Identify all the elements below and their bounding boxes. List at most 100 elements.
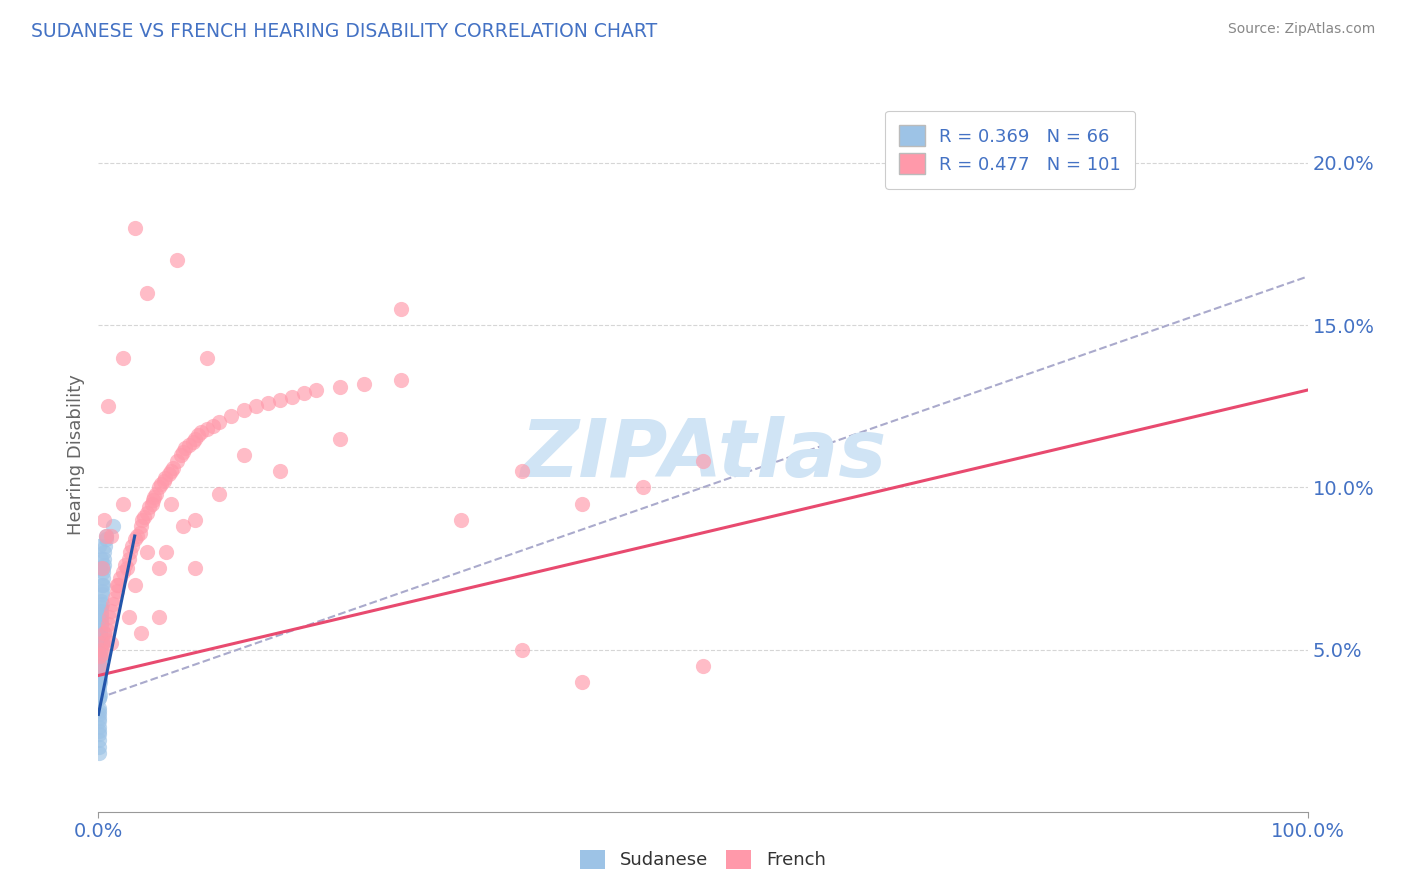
Point [195, 351, 218, 365]
Point [97, 616, 120, 631]
Text: Source: ZipAtlas.com: Source: ZipAtlas.com [1227, 22, 1375, 37]
Point [181, 434, 204, 449]
Point [152, 474, 174, 488]
Point [190, 425, 212, 440]
Point [135, 506, 157, 520]
Point [87, 733, 110, 747]
Point [269, 392, 291, 407]
Point [87, 691, 110, 706]
Point [145, 487, 167, 501]
Point [155, 545, 177, 559]
Point [148, 610, 170, 624]
Point [90, 551, 112, 566]
Point [89, 648, 111, 663]
Legend: R = 0.369   N = 66, R = 0.477   N = 101: R = 0.369 N = 66, R = 0.477 N = 101 [884, 111, 1135, 188]
Point [202, 418, 225, 433]
Point [91, 636, 114, 650]
Point [184, 561, 207, 575]
Point [692, 454, 714, 468]
Point [87, 648, 110, 663]
Point [153, 470, 176, 484]
Point [187, 428, 209, 442]
Point [160, 497, 183, 511]
Point [118, 610, 141, 624]
Point [87, 747, 110, 761]
Point [108, 571, 131, 585]
Point [96, 529, 118, 543]
Point [91, 561, 114, 575]
Point [91, 636, 114, 650]
Point [162, 461, 184, 475]
Point [389, 301, 412, 316]
Point [571, 675, 593, 690]
Point [89, 656, 111, 670]
Point [90, 616, 112, 631]
Point [87, 714, 110, 728]
Point [111, 351, 134, 365]
Point [118, 551, 141, 566]
Point [117, 561, 139, 575]
Point [87, 707, 110, 722]
Point [245, 399, 267, 413]
Point [89, 668, 111, 682]
Point [124, 577, 146, 591]
Point [100, 604, 122, 618]
Point [142, 493, 165, 508]
Point [281, 390, 304, 404]
Point [89, 636, 111, 650]
Point [87, 701, 110, 715]
Point [138, 500, 160, 514]
Point [89, 658, 111, 673]
Point [129, 519, 152, 533]
Point [179, 438, 201, 452]
Point [87, 704, 110, 718]
Point [131, 513, 153, 527]
Point [232, 448, 254, 462]
Point [89, 675, 111, 690]
Point [631, 480, 654, 494]
Point [111, 565, 134, 579]
Point [91, 636, 114, 650]
Point [571, 497, 593, 511]
Point [166, 253, 188, 268]
Point [121, 539, 143, 553]
Point [89, 672, 111, 686]
Point [89, 711, 111, 725]
Point [353, 376, 375, 391]
Point [91, 565, 114, 579]
Point [141, 497, 163, 511]
Point [94, 533, 117, 547]
Point [124, 220, 146, 235]
Point [89, 675, 111, 690]
Point [87, 720, 110, 734]
Point [510, 464, 533, 478]
Point [143, 490, 166, 504]
Point [148, 480, 170, 494]
Point [128, 525, 150, 540]
Point [105, 584, 128, 599]
Point [160, 464, 183, 478]
Point [90, 597, 112, 611]
Point [91, 584, 114, 599]
Point [87, 668, 110, 682]
Point [93, 551, 115, 566]
Point [90, 613, 112, 627]
Point [389, 373, 412, 387]
Point [329, 380, 352, 394]
Legend: Sudanese, French: Sudanese, French [571, 841, 835, 879]
Point [98, 610, 121, 624]
Point [221, 409, 243, 423]
Point [93, 626, 115, 640]
Point [135, 545, 157, 559]
Point [89, 691, 111, 706]
Point [87, 723, 110, 738]
Point [208, 416, 231, 430]
Point [90, 648, 112, 663]
Point [89, 662, 111, 676]
Point [232, 402, 254, 417]
Point [184, 432, 207, 446]
Point [101, 597, 124, 611]
Point [94, 529, 117, 543]
Point [94, 539, 117, 553]
Point [87, 658, 110, 673]
